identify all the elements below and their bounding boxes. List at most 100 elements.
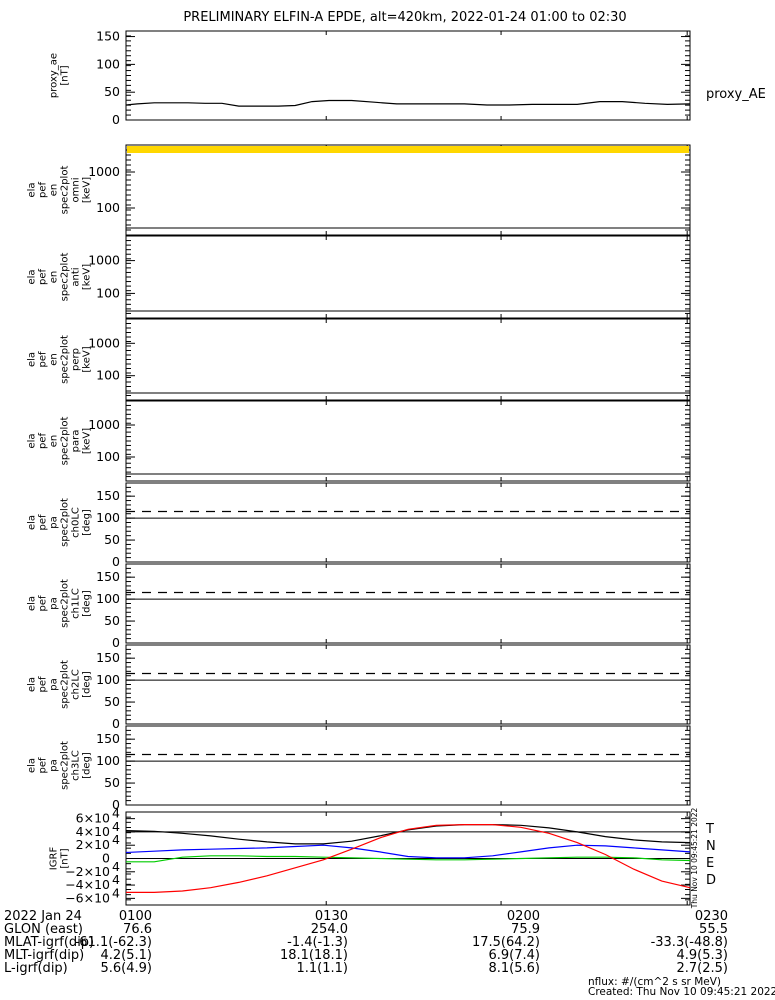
axis-label-part: en	[49, 353, 60, 366]
axis-label-part: [keV]	[82, 177, 93, 203]
panel-en-anti: ela pef en spec2plot anti [keV]1000 100	[27, 235, 691, 319]
y-tick-label: 100	[96, 449, 120, 464]
axis-label-part: en	[49, 271, 60, 284]
axis-label-part: ch1LC	[71, 588, 82, 619]
axis-label-part: perp	[71, 348, 82, 371]
panel-pa-ch3lc: ela pef pa spec2plot ch3LC [deg]150 100 50 0	[27, 725, 691, 812]
footer-glon-col0: 76.6	[123, 922, 152, 937]
axis-label-part: [keV]	[82, 346, 93, 372]
axis-label-part: proxy_ae	[49, 53, 60, 98]
axis-label-part: ela	[27, 758, 38, 773]
axis-label-part: pef	[38, 351, 49, 368]
axis-label-part: [nT]	[60, 65, 71, 85]
panel-en-para: ela pef en spec2plot para [keV]1000 100	[27, 400, 691, 482]
y-tick-label: −6×10	[65, 890, 110, 905]
axis-label-part: pa	[49, 516, 60, 528]
axis-label-part: pef	[38, 595, 49, 612]
y-tick-label: 1000	[88, 253, 120, 268]
proxy-ae-frame	[125, 30, 691, 121]
panel-pa-ch2lc: ela pef pa spec2plot ch2LC [deg]150 100 50 0	[27, 644, 691, 731]
y-tick-label: 150	[96, 29, 120, 44]
y-tick-label: 100	[96, 368, 120, 383]
igrf-legend-T: T	[705, 822, 714, 837]
footer-glon-col3: 55.5	[699, 922, 728, 937]
y-tick-label: 50	[104, 694, 120, 709]
y-tick-label: 100	[96, 285, 120, 300]
axis-label-part: [nT]	[60, 848, 71, 868]
footer-mlat-col0: -61.1(-62.3)	[75, 935, 152, 950]
y-tick-label: 1000	[88, 164, 120, 179]
en-perp-frame	[125, 318, 691, 401]
footer-l-col1: 1.1(1.1)	[297, 961, 349, 976]
footer-mlat-col2: 17.5(64.2)	[472, 935, 540, 950]
axis-label-part: ela	[27, 596, 38, 611]
axis-label-part: spec2plot	[60, 166, 71, 215]
footer-glon-col1: 254.0	[311, 922, 348, 937]
y-tick-exponent: 4	[112, 885, 120, 900]
panel-en-omni: ela pef en spec2plot omni [keV]1000 100	[27, 144, 691, 236]
axis-label-part: pa	[49, 597, 60, 609]
axis-label-part: pef	[38, 433, 49, 450]
footer-mlt-col2: 6.9(7.4)	[489, 948, 541, 963]
axis-label-part: [deg]	[82, 590, 93, 617]
panel-pa-ch1lc: ela pef pa spec2plot ch1LC [deg]150 100 50 0	[27, 563, 691, 650]
igrf-legend-E: E	[706, 856, 714, 871]
proxy-ae-right-label: proxy_AE	[706, 87, 766, 102]
y-tick-label: 50	[104, 613, 120, 628]
pa-ch3lc-frame	[125, 725, 691, 806]
data-traces	[125, 99, 691, 893]
axis-label-part: pef	[38, 676, 49, 693]
y-tick-label: 150	[96, 488, 120, 503]
y-tick-label: 2×10	[76, 837, 110, 852]
axis-label-part: para	[71, 430, 82, 453]
y-tick-exponent: 4	[112, 819, 120, 834]
panel-proxy-ae: proxy_ae [nT] 150 100 50 0	[49, 29, 691, 127]
trace-igrf-t	[125, 824, 691, 845]
y-tick-label: 0	[112, 554, 120, 569]
axis-label-part: [deg]	[82, 671, 93, 698]
y-tick-label: 1000	[88, 335, 120, 350]
pa-ch1lc-frame	[125, 563, 691, 644]
axis-label-part: spec2plot	[60, 579, 71, 628]
axis-label-part: pa	[49, 678, 60, 690]
axis-label-part: ch0LC	[71, 507, 82, 538]
y-tick-label: 50	[104, 532, 120, 547]
y-tick-label: 100	[96, 591, 120, 606]
trace-igrf-e	[126, 855, 691, 863]
footer-l-col2: 8.1(5.6)	[489, 961, 541, 976]
y-tick-exponent: 4	[112, 859, 120, 874]
axis-label-part: spec2plot	[60, 660, 71, 709]
footer-mlt-col0: 4.2(5.1)	[101, 948, 153, 963]
axis-label-part: [deg]	[82, 752, 93, 779]
axis-label-part: ela	[27, 182, 38, 197]
axis-label-part: [keV]	[82, 428, 93, 454]
y-tick-label: 0	[112, 635, 120, 650]
footer-time-col0: 0100	[119, 909, 152, 924]
footer-time-col1: 0130	[315, 909, 348, 924]
footer-row-label: L-igrf(dip)	[4, 961, 68, 976]
axis-label-part: IGRF	[49, 847, 60, 871]
footer-row-label: GLON (east)	[4, 922, 83, 937]
y-tick-label: 100	[96, 510, 120, 525]
footer-row-label: 2022 Jan 24	[4, 909, 82, 924]
pa-ch2lc-frame	[125, 644, 691, 725]
trace-igrf-d	[126, 824, 691, 893]
y-tick-label: 0	[112, 716, 120, 731]
y-tick-label: 0	[112, 112, 120, 127]
axis-label-part: ela	[27, 677, 38, 692]
axis-label-part: ela	[27, 433, 38, 448]
en-para-frame	[125, 400, 691, 482]
y-tick-label: 4×10	[76, 824, 110, 839]
nflux-note: nflux: #/(cm^2 s sr MeV)	[588, 976, 721, 988]
en-anti-frame	[125, 235, 691, 319]
axis-label-part: ela	[27, 269, 38, 284]
y-tick-label: 100	[96, 200, 120, 215]
axis-label-part: spec2plot	[60, 253, 71, 302]
y-tick-label: 50	[104, 84, 120, 99]
yellow-energy-band	[127, 146, 689, 153]
axis-label-part: pef	[38, 182, 49, 199]
y-tick-label: 6×10	[76, 811, 110, 826]
